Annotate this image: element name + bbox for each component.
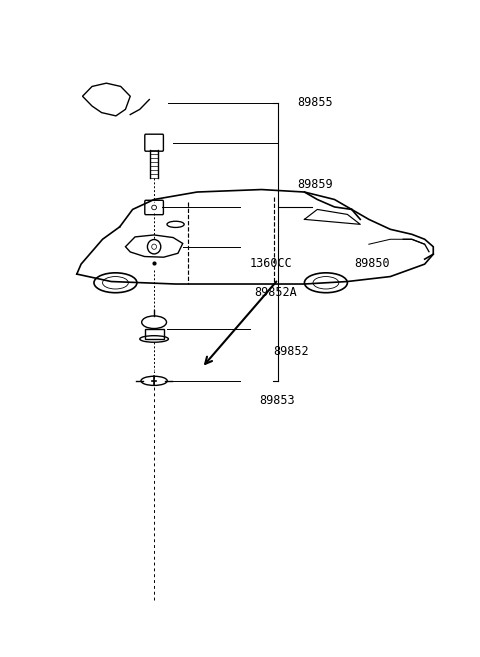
Text: 89853: 89853 — [259, 394, 295, 407]
Text: 89852: 89852 — [274, 345, 309, 358]
Text: 1360CC: 1360CC — [250, 257, 292, 269]
Bar — [144, 328, 164, 339]
Text: 89850: 89850 — [355, 257, 390, 269]
Text: 89852A: 89852A — [254, 286, 297, 299]
Text: 89855: 89855 — [297, 97, 333, 109]
Text: 89859: 89859 — [297, 178, 333, 191]
